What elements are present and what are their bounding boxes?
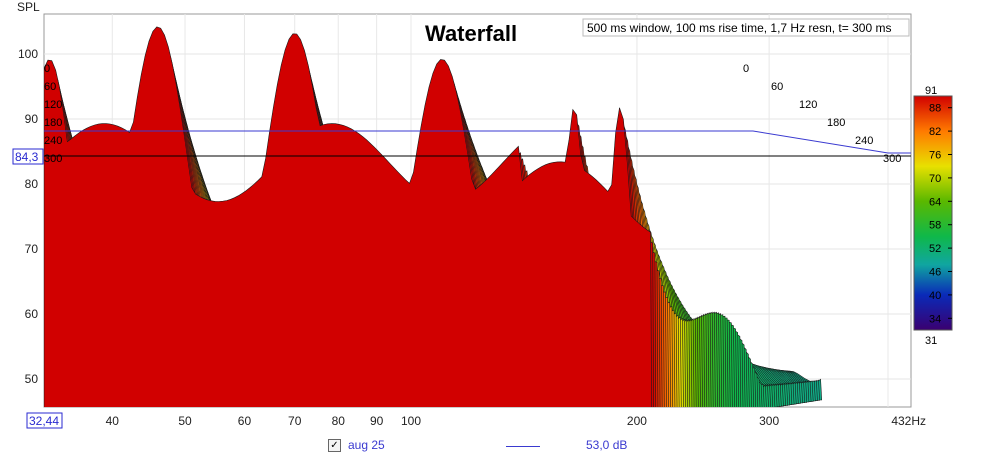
x-tick-label: 90 <box>370 414 384 428</box>
time-tick-right: 120 <box>799 99 817 111</box>
colorbar-tick-label: 70 <box>929 173 941 185</box>
cursor-x-readout: 32,44 <box>29 414 59 428</box>
colorbar-tick-label: 34 <box>929 313 941 325</box>
colorbar <box>913 95 953 331</box>
x-tick-label: 50 <box>178 414 192 428</box>
legend-series-name: aug 25 <box>348 438 385 452</box>
time-tick-left: 180 <box>44 117 62 129</box>
chart-subtitle: 500 ms window, 100 ms rise time, 1,7 Hz … <box>587 21 891 35</box>
colorbar-tick-label: 46 <box>929 267 941 279</box>
waterfall-surface <box>44 26 823 407</box>
y-tick-label: 50 <box>25 372 39 386</box>
y-tick-label: 80 <box>25 177 39 191</box>
y-tick-label: 60 <box>25 307 39 321</box>
x-tick-label: 300 <box>759 414 779 428</box>
colorbar-max-label: 91 <box>925 85 937 97</box>
colorbar-tick-label: 76 <box>929 150 941 162</box>
x-tick-label: 100 <box>401 414 421 428</box>
colorbar-tick-label: 52 <box>929 243 941 255</box>
legend: ✓ aug 25 53,0 dB <box>328 438 648 456</box>
reference-lines <box>44 130 911 157</box>
y-tick-label: 70 <box>25 242 39 256</box>
chart-title: Waterfall <box>425 21 517 46</box>
x-tick-label: 432Hz <box>891 414 926 428</box>
x-tick-labels: 40 50 60 70 80 90 100 200 300 432Hz <box>106 414 926 428</box>
colorbar-tick-label: 64 <box>929 196 941 208</box>
legend-series-value: 53,0 dB <box>586 438 628 452</box>
time-tick-right: 300 <box>883 153 901 165</box>
x-tick-label: 200 <box>627 414 647 428</box>
time-tick-left: 300 <box>44 153 62 165</box>
time-tick-right: 180 <box>827 117 845 129</box>
x-tick-label: 40 <box>106 414 120 428</box>
time-tick-right: 60 <box>771 81 783 93</box>
colorbar-tick-label: 40 <box>929 290 941 302</box>
x-tick-label: 60 <box>238 414 252 428</box>
colorbar-tick-label: 58 <box>929 220 941 232</box>
x-tick-label: 80 <box>332 414 346 428</box>
waterfall-slice <box>44 26 652 407</box>
x-tick-label: 70 <box>288 414 302 428</box>
time-tick-left: 240 <box>44 135 62 147</box>
info-box <box>582 18 910 37</box>
y-axis-label: SPL <box>17 0 40 14</box>
y-tick-label: 100 <box>18 47 38 61</box>
y-tick-label: 90 <box>25 112 39 126</box>
cursor-y-readout: 84,3 <box>15 150 39 164</box>
time-tick-right: 240 <box>855 135 873 147</box>
cursor-y-readout-box <box>12 148 44 165</box>
time-tick-right: 0 <box>743 63 749 75</box>
reference-line-blue <box>44 130 911 154</box>
y-tick-labels: 50 60 70 80 90 100 <box>18 47 38 386</box>
legend-checkbox[interactable]: ✓ <box>328 439 341 452</box>
cursor-x-readout-box <box>26 412 63 429</box>
time-tick-left: 120 <box>44 99 62 111</box>
colorbar-min-label: 31 <box>925 335 937 347</box>
colorbar-tick-label: 82 <box>929 126 941 138</box>
legend-line-swatch <box>506 446 540 447</box>
time-tick-left: 0 <box>44 63 50 75</box>
time-ticks-left: 0 60 120 180 240 300 <box>44 63 62 165</box>
time-ticks-right: 0 60 120 180 240 300 <box>743 63 901 165</box>
time-tick-left: 60 <box>44 81 56 93</box>
colorbar-tick-label: 88 <box>929 103 941 115</box>
colorbar-ticks: 88 82 76 70 64 58 52 46 40 34 <box>929 103 952 325</box>
